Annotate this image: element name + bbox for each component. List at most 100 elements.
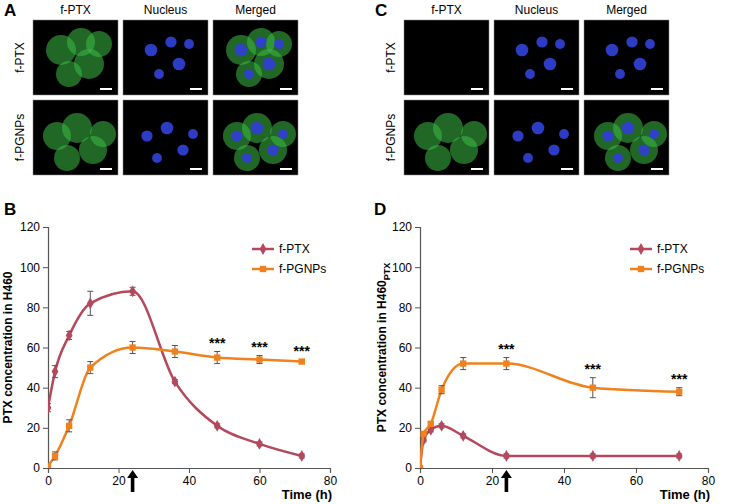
y-axis-title: PTX concentration in H460PTX <box>375 263 392 433</box>
nucleus-signal <box>649 129 659 139</box>
row-header: f-PTX <box>384 42 398 73</box>
y-tick: 100 <box>392 261 420 275</box>
error-bar <box>87 291 93 315</box>
error-bar <box>214 352 220 364</box>
error-bar <box>257 356 263 364</box>
micrograph <box>213 20 298 95</box>
row-header: f-PGNPs <box>13 114 27 161</box>
scale-bar <box>471 168 483 170</box>
error-bar-cap <box>257 363 263 364</box>
y-tick: 120 <box>20 220 48 234</box>
error-bar-cap <box>676 395 682 396</box>
y-tick-label: 100 <box>20 261 40 275</box>
nucleus-signal <box>602 130 613 141</box>
micrograph <box>494 20 579 95</box>
error-bar-cap <box>172 357 178 358</box>
error-bar-cap <box>52 451 58 452</box>
data-point <box>676 389 682 395</box>
x-tick-mark <box>636 468 637 473</box>
y-axis-title-main: PTX concentration in H460 <box>1 271 15 423</box>
y-tick-label: 80 <box>27 301 41 315</box>
error-bar <box>676 388 682 396</box>
error-bar-cap <box>87 315 93 316</box>
y-tick-label: 0 <box>33 461 40 475</box>
nucleus-signal <box>548 144 559 155</box>
significance-mark: *** <box>498 341 515 357</box>
y-tick-mark <box>43 227 48 228</box>
x-tick-label: 40 <box>558 474 572 488</box>
nucleus-signal <box>638 144 649 155</box>
x-tick-mark <box>564 468 565 473</box>
error-bar <box>439 386 445 394</box>
x-tick-label: 40 <box>183 474 197 488</box>
figure: Af-PTXNucleusMergedf-PTXf-PGNPsCf-PTXNuc… <box>0 0 733 504</box>
data-point <box>214 420 221 432</box>
data-point <box>129 344 135 350</box>
scale-bar <box>651 168 663 170</box>
image-panel: Cf-PTXNucleusMergedf-PTXf-PGNPs <box>375 1 669 175</box>
data-point <box>503 360 509 366</box>
nucleus-signal <box>613 153 623 163</box>
nucleus-signal <box>263 58 276 71</box>
y-tick-label: 40 <box>399 381 413 395</box>
y-tick-label: 80 <box>399 301 413 315</box>
error-bar-cap <box>503 357 509 358</box>
micrograph-background <box>404 20 489 95</box>
column-header: Merged <box>606 3 647 17</box>
error-bar-cap <box>590 397 596 398</box>
data-point <box>172 376 179 388</box>
x-tick-label: 80 <box>324 474 338 488</box>
time-arrow <box>501 470 512 492</box>
error-bar-cap <box>460 357 466 358</box>
x-tick-mark <box>119 468 120 473</box>
x-axis: 020406080 <box>45 468 337 488</box>
y-tick-label: 20 <box>27 421 41 435</box>
y-tick-mark <box>415 468 420 469</box>
nucleus-signal <box>255 36 266 47</box>
error-bar-cap <box>87 291 93 292</box>
significance-mark: *** <box>585 361 602 377</box>
y-tick: 100 <box>20 261 48 275</box>
data-point <box>438 387 444 393</box>
legend: f-PTX f-PGNPs <box>252 242 326 276</box>
scale-bar <box>100 168 112 170</box>
legend-marker <box>638 266 644 272</box>
nucleus-signal <box>251 122 264 135</box>
data-point <box>52 366 59 378</box>
y-axis-title: PTX concentration in H460 <box>1 271 15 423</box>
y-tick: 80 <box>27 301 48 315</box>
cytoplasm-signal <box>56 61 82 87</box>
nucleus-signal <box>145 44 158 57</box>
y-axis-line <box>415 228 421 469</box>
y-tick: 60 <box>27 341 48 355</box>
x-tick-label: 60 <box>630 474 644 488</box>
error-bar-cap <box>439 393 445 394</box>
cytoplasm-signal <box>425 145 451 171</box>
data-point <box>256 438 263 450</box>
data-point <box>298 450 305 462</box>
y-tick-mark <box>43 307 48 308</box>
column-header: Merged <box>235 3 276 17</box>
nucleus-signal <box>274 39 284 49</box>
micrograph <box>584 100 669 175</box>
legend-item: f-PGNPs <box>252 262 326 276</box>
legend-marker <box>260 266 266 272</box>
data-point <box>503 450 510 462</box>
nucleus-signal <box>242 153 252 163</box>
y-tick: 80 <box>399 301 420 315</box>
significance-mark: *** <box>251 339 268 355</box>
x-tick: 20 <box>112 468 126 488</box>
row-header: f-PTX <box>13 42 27 73</box>
x-tick-mark <box>260 468 261 473</box>
x-tick: 0 <box>417 468 424 488</box>
micrograph <box>123 100 208 175</box>
y-tick: 20 <box>27 421 48 435</box>
micrograph <box>33 20 118 95</box>
data-point <box>214 354 220 360</box>
y-tick: 40 <box>399 381 420 395</box>
legend-label: f-PTX <box>279 242 310 256</box>
legend-item: f-PTX <box>630 242 688 256</box>
nucleus-signal <box>184 39 194 49</box>
y-tick: 0 <box>405 461 420 475</box>
chart: D020406080020406080100120Time (h)PTX con… <box>374 200 715 502</box>
